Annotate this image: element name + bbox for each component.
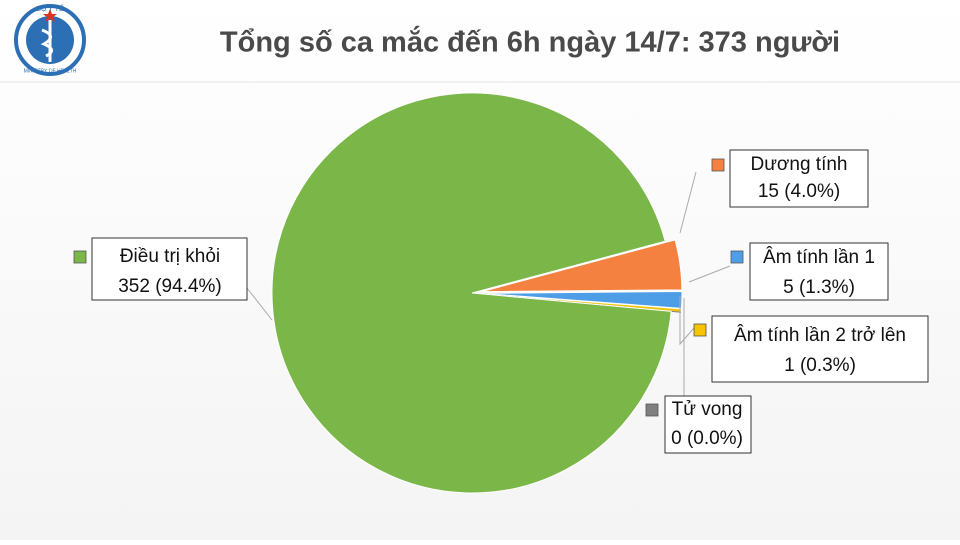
slice-name: Dương tính — [750, 154, 847, 175]
slice-name: Điều trị khỏi — [120, 246, 220, 267]
logo-star — [43, 9, 57, 22]
pie-slice — [481, 291, 683, 309]
leader-line — [246, 287, 273, 321]
slice-name: Âm tính lần 1 — [763, 246, 875, 268]
data-label: 0 (0.0%) — [671, 428, 743, 449]
leader-line — [679, 171, 697, 234]
legend-marker — [711, 158, 725, 172]
data-label: 1 (0.3%) — [784, 355, 856, 376]
label-box — [664, 395, 752, 454]
data-label: 352 (94.4%) — [118, 276, 222, 297]
slice-name: Âm tính lần 2 trở lên — [734, 324, 906, 346]
logo-top: BỘ Y TẾ — [36, 3, 64, 13]
label-box — [711, 315, 929, 383]
label-box — [729, 149, 869, 208]
leader-line — [688, 265, 731, 283]
pie-slice — [481, 239, 683, 293]
slice-name: Tử vong — [672, 399, 743, 420]
legend-marker — [693, 323, 707, 337]
logo-emblem — [40, 20, 53, 62]
leader-line — [679, 296, 695, 346]
label-box — [91, 237, 248, 301]
legend-marker — [73, 250, 87, 264]
chart-title: Tổng số ca mắc đến 6h ngày 14/7: 373 ngư… — [220, 25, 840, 59]
logo: BỘ Y TẾ MINISTRY OF HEALTH — [14, 3, 86, 76]
data-label: 15 (4.0%) — [758, 181, 840, 202]
data-label: 5 (1.3%) — [783, 277, 855, 298]
label-box — [749, 242, 889, 301]
legend-marker — [645, 403, 659, 417]
pie-slice — [271, 92, 672, 494]
logo-bottom: MINISTRY OF HEALTH — [24, 68, 77, 74]
legend-marker — [730, 250, 744, 264]
